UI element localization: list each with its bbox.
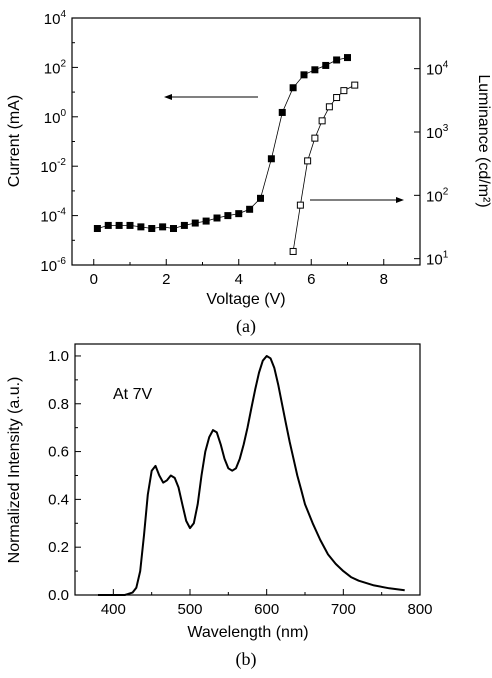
- x-axis-label-a: Voltage (V): [206, 291, 285, 308]
- luminance-point: [304, 157, 312, 165]
- luminance-point: [289, 247, 297, 255]
- current-point: [115, 221, 123, 229]
- panel-label-a: (a): [236, 316, 256, 337]
- current-point: [213, 214, 221, 222]
- panel-a: 0 2 4 6 8 104 102 100 10-2 10-4 10-6 104 103 102 101…: [6, 9, 492, 337]
- left-y-tick-label: 10-4: [40, 207, 66, 226]
- left-y-tick-label: 102: [44, 58, 67, 77]
- arrow-left: [164, 94, 258, 100]
- current-point: [148, 225, 156, 233]
- current-point: [278, 108, 286, 116]
- plot-frame-a: [71, 17, 421, 266]
- series-b: [98, 355, 405, 596]
- luminance-point: [351, 81, 359, 89]
- annotation-b: At 7V: [113, 386, 152, 403]
- current-point: [93, 225, 101, 233]
- x-tick-label: 8: [380, 271, 388, 288]
- x-tick-label: 0: [90, 271, 98, 288]
- y-tick-label: 0.8: [48, 396, 69, 413]
- series-a: [93, 54, 359, 255]
- current-point: [104, 221, 112, 229]
- current-point: [170, 225, 177, 233]
- right-y-tick-label: 104: [426, 60, 449, 79]
- right-y-axis-label-a: Luminance (cd/m²): [475, 74, 492, 207]
- y-tick-label: 0.0: [48, 587, 69, 604]
- current-point: [180, 221, 188, 229]
- luminance-point: [318, 117, 326, 125]
- current-point: [267, 155, 275, 163]
- x-tick-label: 2: [162, 271, 170, 288]
- x-tick-label: 700: [331, 601, 356, 618]
- panel-label-b: (b): [236, 649, 257, 670]
- x-ticks-b: 400 500 600 700 800: [101, 589, 433, 618]
- x-ticks-a: 0 2 4 6 8: [90, 259, 421, 288]
- current-point: [202, 217, 210, 225]
- right-y-tick-label: 101: [426, 250, 449, 269]
- current-point: [300, 71, 308, 79]
- y-tick-label: 1.0: [48, 348, 69, 365]
- right-y-ticks-a: 104 103 102 101: [414, 60, 449, 269]
- x-tick-label: 600: [254, 601, 279, 618]
- x-tick-label: 400: [101, 601, 126, 618]
- y-tick-label: 0.2: [48, 539, 69, 556]
- left-y-tick-label: 104: [44, 9, 67, 28]
- current-point: [257, 194, 264, 202]
- current-point: [224, 212, 232, 220]
- panel-b: 400 500 600 700 800 0.0 0.2 0.4 0.6 0.8 1.0 At 7V…: [6, 343, 433, 670]
- y-ticks-b: 0.0 0.2 0.4 0.6 0.8 1.0: [48, 348, 81, 604]
- current-point: [322, 61, 330, 69]
- current-point: [191, 219, 199, 227]
- current-point: [137, 223, 145, 231]
- right-y-tick-label: 102: [426, 186, 449, 205]
- luminance-point: [311, 134, 319, 142]
- y-tick-label: 0.6: [48, 444, 69, 461]
- y-tick-label: 0.4: [48, 491, 69, 508]
- y-axis-label-b: Normalized Intensity (a.u.): [6, 377, 23, 564]
- current-point: [235, 210, 243, 218]
- current-point: [126, 221, 134, 229]
- x-tick-label: 4: [235, 271, 243, 288]
- arrow-right: [310, 197, 404, 203]
- x-tick-label: 800: [407, 601, 432, 618]
- current-series-line: [97, 57, 348, 229]
- left-y-ticks-a: 104 102 100 10-2 10-4 10-6: [40, 9, 78, 275]
- plot-frame-b: [74, 343, 421, 596]
- luminance-point: [296, 201, 304, 209]
- left-y-axis-label-a: Current (mA): [6, 95, 23, 187]
- spectrum-line: [98, 355, 405, 596]
- luminance-series-line: [292, 84, 355, 252]
- luminance-point: [333, 94, 341, 102]
- left-y-tick-label: 10-6: [40, 256, 66, 275]
- left-y-tick-label: 10-2: [40, 157, 66, 176]
- current-point: [246, 205, 254, 213]
- luminance-point: [340, 87, 348, 95]
- x-tick-label: 500: [177, 601, 202, 618]
- current-point: [344, 54, 351, 62]
- x-axis-label-b: Wavelength (nm): [187, 624, 308, 641]
- right-y-tick-label: 103: [426, 123, 449, 142]
- current-point: [289, 84, 297, 92]
- left-y-tick-label: 100: [44, 108, 67, 127]
- luminance-point: [325, 103, 333, 111]
- current-point: [159, 223, 167, 231]
- current-point: [333, 56, 341, 64]
- current-point: [311, 66, 319, 74]
- x-tick-label: 6: [307, 271, 315, 288]
